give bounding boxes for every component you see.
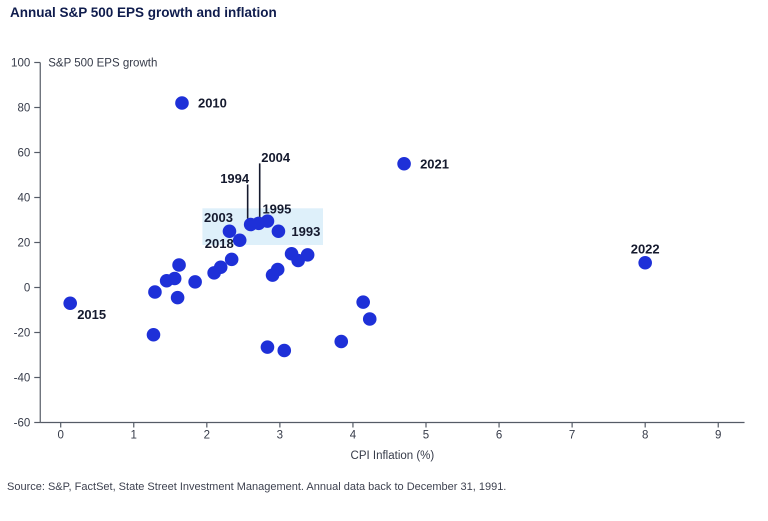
y-tick-label: 60 [17,148,30,160]
year-label-2003: 2003 [204,210,233,225]
data-point [146,327,161,342]
x-tick-label: 3 [277,430,283,442]
x-tick-label: 6 [496,430,502,442]
data-point [170,290,185,305]
x-tick-label: 0 [57,430,63,442]
x-tick-label: 2 [204,430,210,442]
data-point [224,252,239,267]
year-label-2021: 2021 [420,156,449,171]
data-point [277,343,292,358]
x-tick-label: 4 [350,430,357,442]
year-label-2015: 2015 [77,307,106,322]
year-label-2022: 2022 [631,241,660,256]
data-point [356,295,370,309]
chart-title: Annual S&P 500 EPS growth and inflation [10,5,277,20]
y-tick-label: -60 [14,418,31,430]
year-label-2018: 2018 [205,236,234,251]
data-point [334,334,349,349]
year-label-1993: 1993 [291,224,320,239]
x-tick-label: 8 [642,430,648,442]
x-tick-label: 9 [715,430,721,442]
data-point [260,340,275,354]
source-note: Source: S&P, FactSet, State Street Inves… [7,481,507,493]
y-tick-label: 20 [17,238,30,250]
x-tick-label: 1 [131,430,137,442]
year-label-1995: 1995 [262,202,291,217]
y-tick-label: -20 [14,328,31,340]
data-point [188,275,202,289]
x-axis-title: CPI Inflation (%) [351,450,435,462]
data-point-2022 [638,255,652,270]
y-tick-label: 0 [24,283,30,295]
data-point [300,248,315,262]
data-point [270,262,285,277]
data-point [213,260,228,275]
year-label-2010: 2010 [198,96,227,111]
data-point-2018 [232,233,247,248]
x-tick-label: 5 [423,430,429,442]
data-point [167,271,182,286]
y-tick-label: -40 [14,373,31,385]
data-point-2003 [222,224,237,239]
data-point-2010 [175,96,189,110]
data-point [362,312,377,326]
data-point-2021 [397,156,411,171]
y-tick-label: 100 [11,58,30,70]
data-point-1993 [271,224,286,239]
y-axis-title: S&P 500 EPS growth [48,58,157,70]
data-point [172,258,186,272]
y-tick-label: 40 [17,193,30,205]
y-tick-label: 80 [17,103,30,115]
year-label-2004: 2004 [261,150,291,165]
year-label-1994: 1994 [220,171,250,186]
data-point-1995 [260,214,275,228]
data-point-2015 [63,296,77,311]
x-tick-label: 7 [569,430,575,442]
data-point [148,285,162,299]
